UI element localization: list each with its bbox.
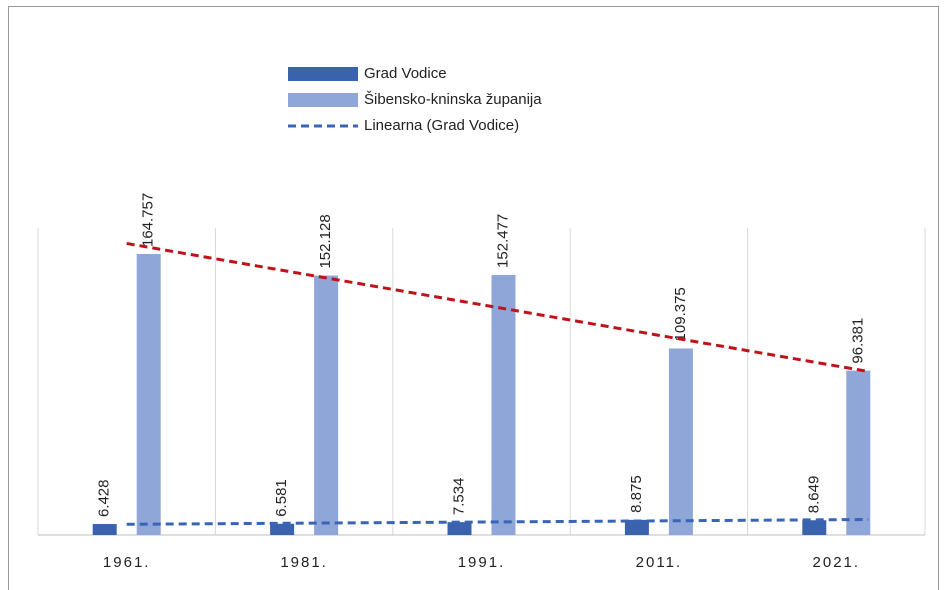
data-label: 6.428 (96, 479, 113, 517)
data-label: 8.875 (628, 475, 645, 513)
chart-frame (8, 6, 939, 590)
legend-label: Linearna (Grad Vodice) (364, 117, 519, 134)
bar (846, 370, 871, 535)
legend-label: Šibensko-kninska županija (364, 91, 542, 108)
data-label: 164.757 (140, 193, 157, 247)
bar (802, 520, 827, 535)
data-label: 6.581 (273, 479, 290, 517)
bar (668, 348, 693, 535)
bar (624, 519, 649, 535)
data-label: 109.375 (672, 287, 689, 341)
bar (92, 524, 117, 535)
bar (270, 523, 295, 535)
x-tick-label: 1981. (280, 554, 328, 571)
trendline (126, 518, 869, 526)
x-tick-label: 2011. (636, 554, 682, 571)
data-label: 96.381 (849, 318, 866, 364)
bar (136, 253, 161, 535)
data-label: 8.649 (805, 476, 822, 514)
legend-swatch (288, 93, 358, 107)
bar (314, 275, 339, 535)
legend-swatch (288, 67, 358, 81)
legend-label: Grad Vodice (364, 65, 447, 82)
data-label: 152.128 (317, 214, 334, 268)
x-tick-label: 2021. (813, 554, 861, 571)
data-label: 152.477 (494, 214, 511, 268)
trendline (126, 242, 869, 373)
x-tick-label: 1991. (458, 554, 506, 571)
bar (447, 522, 472, 535)
bar (491, 274, 516, 535)
x-tick-label: 1961. (103, 554, 151, 571)
data-label: 7.534 (450, 478, 467, 516)
